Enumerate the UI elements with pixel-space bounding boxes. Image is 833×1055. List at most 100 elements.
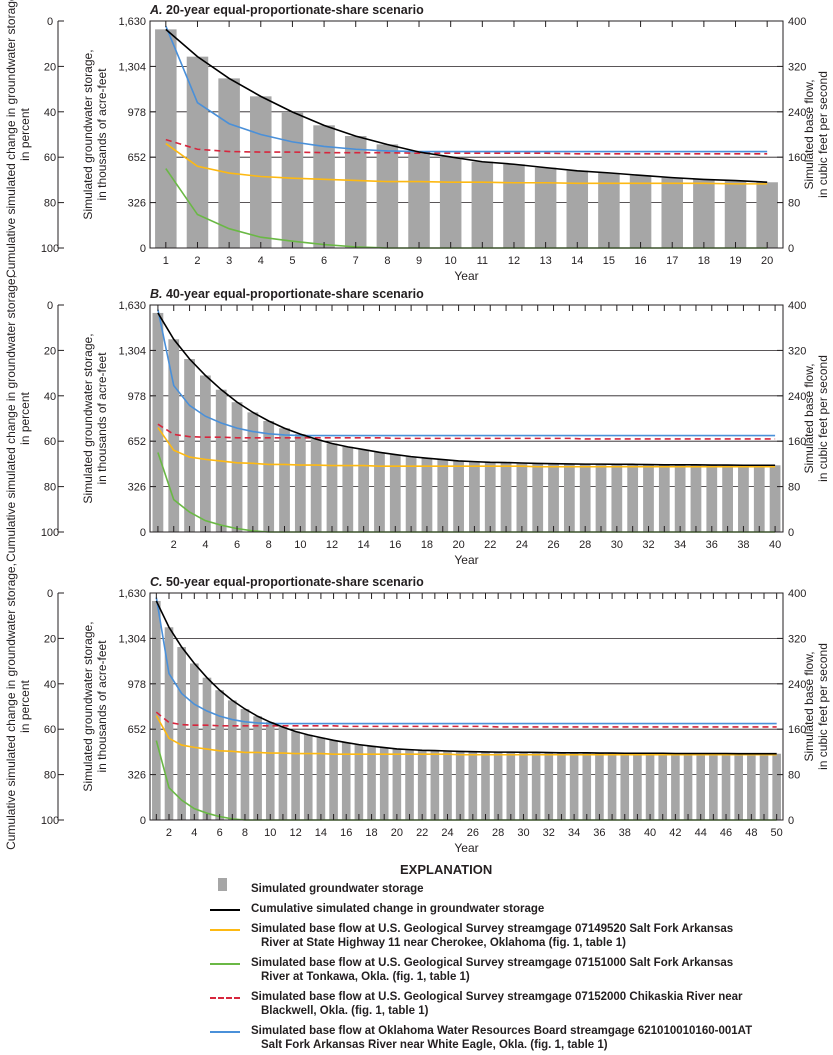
percent-tick-label: 60 — [44, 724, 56, 736]
storage-bar — [455, 751, 465, 820]
storage-bar — [500, 462, 512, 532]
storage-bar — [709, 753, 718, 820]
x-tick-label: 34 — [568, 827, 580, 839]
storage-bar — [405, 456, 417, 532]
panel-title-text: 20-year equal-proportionate-share scenar… — [166, 3, 424, 17]
x-tick-label: 18 — [421, 539, 433, 551]
x-tick-label: 20 — [761, 255, 773, 267]
storage-bar — [405, 749, 414, 820]
percent-axis-title: in percent — [18, 107, 32, 160]
storage-bar — [443, 751, 452, 820]
bar-swatch — [218, 878, 227, 891]
plot-frame — [149, 592, 784, 821]
x-tick-label: 15 — [603, 255, 615, 267]
storage-axis-title: Simulated groundwater storage, — [81, 49, 95, 219]
storage-bar — [200, 375, 211, 532]
panel-a: A. 20-year equal-proportionate-share sce… — [4, 0, 830, 283]
storage-bar — [753, 465, 765, 532]
storage-bar — [389, 454, 401, 532]
storage-bar — [503, 164, 525, 248]
storage-bar — [468, 751, 478, 820]
percent-tick-label: 40 — [44, 679, 56, 691]
flow-axis-title: in cubic feet per second — [816, 71, 830, 198]
x-tick-label: 17 — [666, 255, 678, 267]
x-tick-label: 50 — [771, 827, 783, 839]
percent-axis-title: in percent — [18, 391, 32, 444]
x-tick-label: 30 — [517, 827, 529, 839]
storage-bar — [531, 752, 541, 820]
storage-tick-label: 0 — [140, 243, 146, 255]
storage-bar — [683, 753, 693, 820]
storage-bar — [595, 753, 604, 820]
storage-bar — [155, 29, 177, 248]
storage-bar — [722, 465, 733, 532]
storage-bar — [611, 464, 623, 532]
x-tick-label: 8 — [384, 255, 390, 267]
storage-bar — [437, 459, 449, 532]
x-tick-label: 12 — [289, 827, 301, 839]
storage-bar — [563, 463, 575, 532]
storage-tick-label: 1,630 — [118, 300, 146, 312]
storage-bar — [471, 161, 494, 248]
x-tick-label: 30 — [611, 539, 623, 551]
x-tick-label: 34 — [674, 539, 686, 551]
storage-bar — [734, 753, 743, 820]
x-tick-label: 16 — [634, 255, 646, 267]
percent-tick-label: 80 — [44, 198, 56, 210]
x-tick-label: 28 — [492, 827, 504, 839]
line-swatch — [210, 1031, 240, 1033]
storage-bar — [152, 600, 161, 820]
storage-tick-label: 1,630 — [118, 16, 146, 28]
x-tick-label: 3 — [226, 255, 232, 267]
legend-title: EXPLANATION — [400, 862, 493, 877]
x-tick-label: 32 — [642, 539, 654, 551]
storage-bar — [303, 734, 313, 820]
storage-bar — [265, 722, 275, 820]
storage-tick-label: 1,304 — [118, 345, 146, 357]
x-tick-label: 22 — [484, 539, 496, 551]
x-tick-label: 44 — [695, 827, 707, 839]
flow-axis-title: Simulated base flow, — [802, 363, 816, 473]
legend-label: Simulated base flow at Oklahoma Water Re… — [251, 1025, 753, 1037]
plot-frame — [149, 304, 784, 533]
flow-tick-label: 240 — [788, 679, 806, 691]
storage-tick-label: 1,630 — [118, 588, 146, 600]
flow-axis-title: in cubic feet per second — [816, 643, 830, 770]
flow-tick-label: 80 — [788, 198, 800, 210]
storage-bar — [645, 753, 655, 820]
x-tick-label: 48 — [745, 827, 757, 839]
storage-bar — [772, 753, 781, 820]
blackwell-baseflow-line — [155, 711, 777, 728]
flow-axis-title: Simulated base flow, — [802, 651, 816, 761]
storage-bar — [379, 747, 389, 820]
cherokee-baseflow-line — [165, 142, 768, 185]
blackwell-baseflow-line — [157, 423, 776, 440]
white-eagle-baseflow-line — [157, 309, 776, 437]
x-tick-label: 36 — [593, 827, 605, 839]
x-tick-label: 10 — [294, 539, 306, 551]
storage-bar — [190, 663, 199, 820]
storage-bar — [313, 125, 335, 248]
x-tick-label: 24 — [516, 539, 528, 551]
x-tick-label: 4 — [191, 827, 197, 839]
cumulative-change-line — [155, 600, 777, 755]
storage-bar — [690, 464, 702, 532]
storage-bar — [566, 170, 589, 248]
x-axis-label: Year — [454, 553, 478, 567]
flow-tick-label: 400 — [788, 588, 806, 600]
flow-tick-label: 80 — [788, 482, 800, 494]
storage-bar — [481, 751, 490, 820]
flow-tick-label: 160 — [788, 724, 806, 736]
storage-axis-title: in thousands of acre-feet — [95, 352, 109, 485]
x-tick-label: 18 — [365, 827, 377, 839]
x-tick-label: 5 — [289, 255, 295, 267]
storage-bar — [168, 339, 180, 532]
percent-axis-title: Cumulative simulated change in groundwat… — [4, 563, 18, 850]
storage-bar — [469, 461, 480, 532]
storage-bar — [769, 465, 781, 532]
storage-bar — [279, 428, 290, 532]
flow-tick-label: 240 — [788, 391, 806, 403]
x-tick-label: 20 — [391, 827, 403, 839]
storage-bar — [291, 731, 300, 820]
percent-tick-label: 0 — [47, 588, 53, 600]
